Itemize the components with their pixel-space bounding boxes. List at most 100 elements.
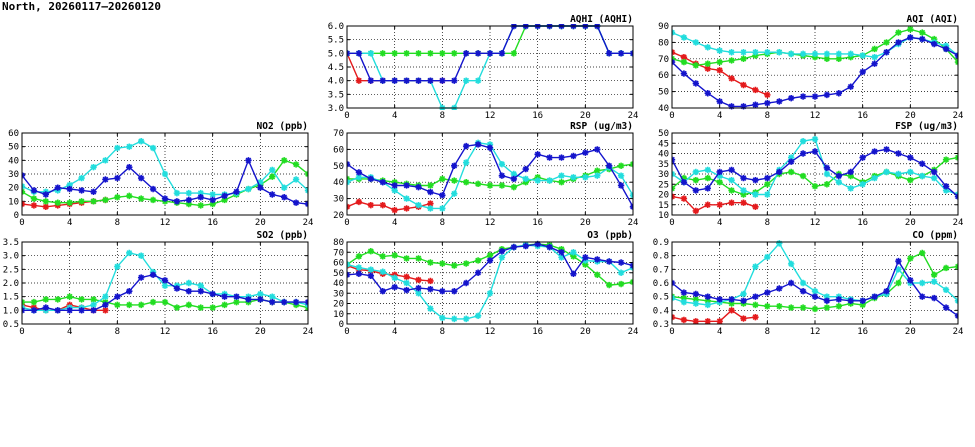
data-point [185,288,193,295]
data-point [474,141,482,148]
data-point [847,83,854,90]
plot-frame [671,241,959,325]
data-point [871,293,878,300]
data-point [811,93,819,100]
data-point [292,298,300,306]
y-tick-label: 40 [8,156,19,166]
data-point [930,294,938,302]
data-point [594,172,601,179]
y-tick-label: 25 [658,180,669,190]
data-point [811,50,819,58]
data-point [391,274,398,282]
data-point [379,179,386,186]
data-point [716,168,723,176]
data-point [740,297,747,304]
x-tick-label: 12 [485,111,496,121]
data-point [522,165,529,173]
data-point [680,174,688,182]
data-point [716,172,723,180]
data-point [269,293,276,300]
data-point [617,269,625,276]
y-tick-label: 60 [333,259,344,269]
y-tick-label: 20 [333,211,344,221]
data-point [391,283,398,291]
series-blue [347,141,633,210]
data-point [90,296,97,303]
data-point [823,164,831,172]
data-point [534,177,541,184]
data-point [752,301,759,309]
data-point [692,318,700,325]
data-point [752,176,759,184]
data-point [907,255,914,262]
data-point [823,304,831,311]
data-point [197,194,204,201]
data-point [942,304,950,311]
series-blue [672,257,958,319]
data-point [740,199,747,206]
data-point [498,50,506,57]
data-point [787,279,795,287]
data-point [379,253,386,260]
data-point [605,50,613,57]
x-tick-label: 0 [19,327,24,337]
data-point [728,307,735,314]
data-point [692,187,700,194]
data-point [787,304,795,311]
data-point [823,293,831,300]
data-point [90,163,97,171]
data-point [42,296,50,303]
data-point [403,279,410,287]
data-point [415,50,422,57]
x-tick-label: 4 [67,218,72,228]
data-point [185,189,193,197]
data-point [379,50,386,57]
data-point [570,249,577,256]
y-tick-label: 0.9 [653,238,669,248]
data-point [280,184,288,191]
data-point [930,168,938,176]
data-point [835,179,843,186]
data-point [728,166,735,174]
data-point [403,50,410,57]
data-point [605,162,613,169]
data-point [102,293,109,300]
data-point [221,293,228,300]
data-point [486,252,494,259]
data-point [451,315,458,323]
data-point [486,290,494,297]
data-point [740,174,747,182]
data-point [811,135,819,143]
data-point [126,249,133,257]
data-point [462,179,470,186]
data-point [764,99,771,107]
data-point [895,170,902,178]
data-point [835,90,843,97]
data-point [462,279,470,287]
data-point [403,205,410,212]
data-point [799,279,807,287]
x-tick-label: 16 [207,327,218,337]
data-point [704,318,711,325]
y-tick-label: 0.5 [3,320,19,330]
data-point [486,144,494,151]
y-tick-label: 80 [658,38,669,48]
data-point [776,168,783,176]
data-point [680,294,688,302]
data-point [847,185,854,192]
data-point [605,258,613,265]
chart-title: AQHI (AQHI) [570,14,633,25]
data-point [474,257,482,264]
data-point [942,156,950,163]
data-point [42,191,50,198]
data-point [680,316,688,324]
x-tick-label: 8 [765,111,770,121]
data-point [907,154,914,161]
x-tick-label: 16 [532,111,543,121]
data-point [439,205,446,212]
series-blue [22,157,308,208]
data-point [728,49,735,56]
y-tick-label: 80 [333,238,344,248]
x-tick-label: 20 [905,111,916,121]
